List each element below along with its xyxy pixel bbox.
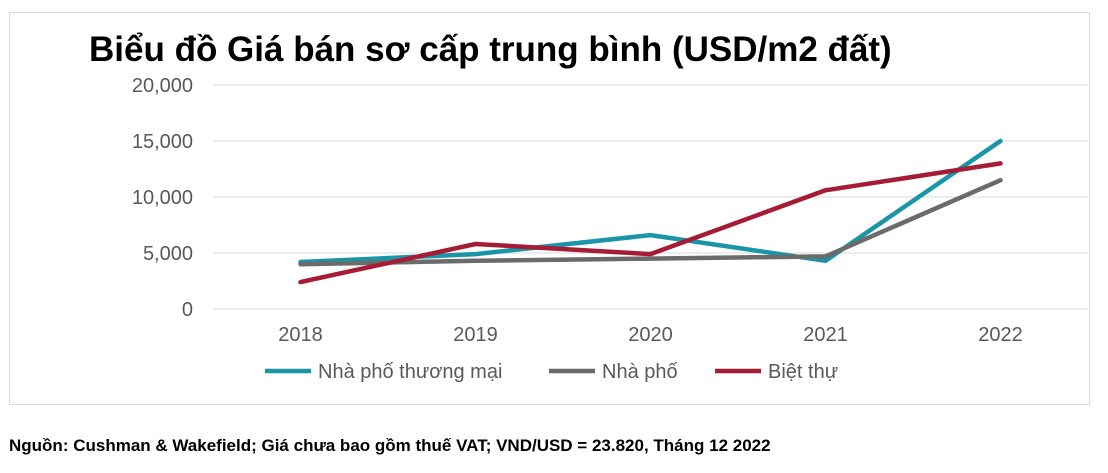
y-tick-label: 15,000 <box>132 131 193 153</box>
legend-label: Nhà phố <box>602 361 678 383</box>
chart-title: Biểu đồ Giá bán sơ cấp trung bình (USD/m… <box>89 30 892 69</box>
x-tick-label: 2021 <box>803 324 848 346</box>
legend-label: Biệt thự <box>768 361 838 383</box>
legend-label: Nhà phố thương mại <box>318 361 502 383</box>
y-tick-label: 10,000 <box>132 187 193 209</box>
x-tick-label: 2020 <box>628 324 673 346</box>
y-tick-label: 0 <box>182 299 193 321</box>
y-tick-label: 20,000 <box>132 75 193 97</box>
x-tick-label: 2019 <box>453 324 498 346</box>
source-note: Nguồn: Cushman & Wakefield; Giá chưa bao… <box>9 436 771 455</box>
x-tick-label: 2022 <box>978 324 1023 346</box>
series-line-1 <box>298 138 1003 265</box>
chart-frame <box>9 12 1090 405</box>
y-tick-label: 5,000 <box>143 243 193 265</box>
x-tick-label: 2018 <box>278 324 323 346</box>
series-line-3 <box>298 161 1003 285</box>
series-line-2 <box>298 177 1003 267</box>
